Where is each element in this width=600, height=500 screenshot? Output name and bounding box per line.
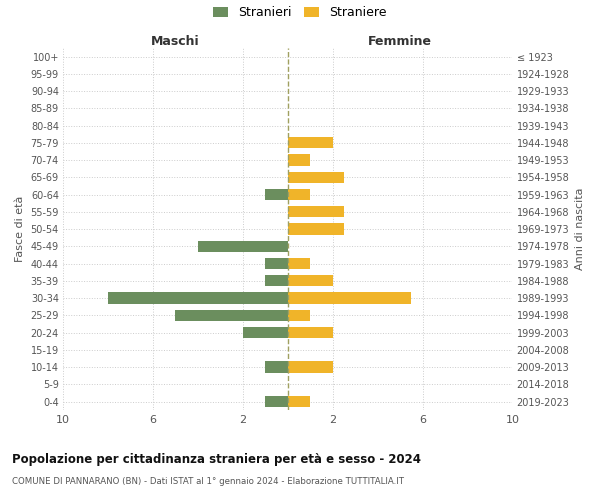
Bar	[288, 327, 332, 338]
Bar	[288, 310, 310, 321]
Bar	[288, 224, 344, 234]
Y-axis label: Anni di nascita: Anni di nascita	[575, 188, 585, 270]
Bar	[265, 396, 288, 407]
Bar	[198, 240, 288, 252]
Bar	[243, 327, 288, 338]
Bar	[288, 154, 310, 166]
Y-axis label: Fasce di età: Fasce di età	[15, 196, 25, 262]
Bar	[288, 362, 332, 372]
Bar	[288, 137, 332, 148]
Bar	[288, 172, 344, 183]
Text: Popolazione per cittadinanza straniera per età e sesso - 2024: Popolazione per cittadinanza straniera p…	[12, 452, 421, 466]
Bar	[288, 275, 332, 286]
Bar	[265, 362, 288, 372]
Bar	[288, 189, 310, 200]
Bar	[288, 292, 412, 304]
Text: COMUNE DI PANNARANO (BN) - Dati ISTAT al 1° gennaio 2024 - Elaborazione TUTTITAL: COMUNE DI PANNARANO (BN) - Dati ISTAT al…	[12, 478, 404, 486]
Bar	[108, 292, 288, 304]
Text: Maschi: Maschi	[151, 35, 200, 48]
Bar	[265, 189, 288, 200]
Text: Femmine: Femmine	[368, 35, 432, 48]
Legend: Stranieri, Straniere: Stranieri, Straniere	[208, 1, 392, 24]
Bar	[288, 396, 310, 407]
Bar	[175, 310, 288, 321]
Bar	[265, 275, 288, 286]
Bar	[288, 206, 344, 218]
Bar	[265, 258, 288, 269]
Bar	[288, 258, 310, 269]
